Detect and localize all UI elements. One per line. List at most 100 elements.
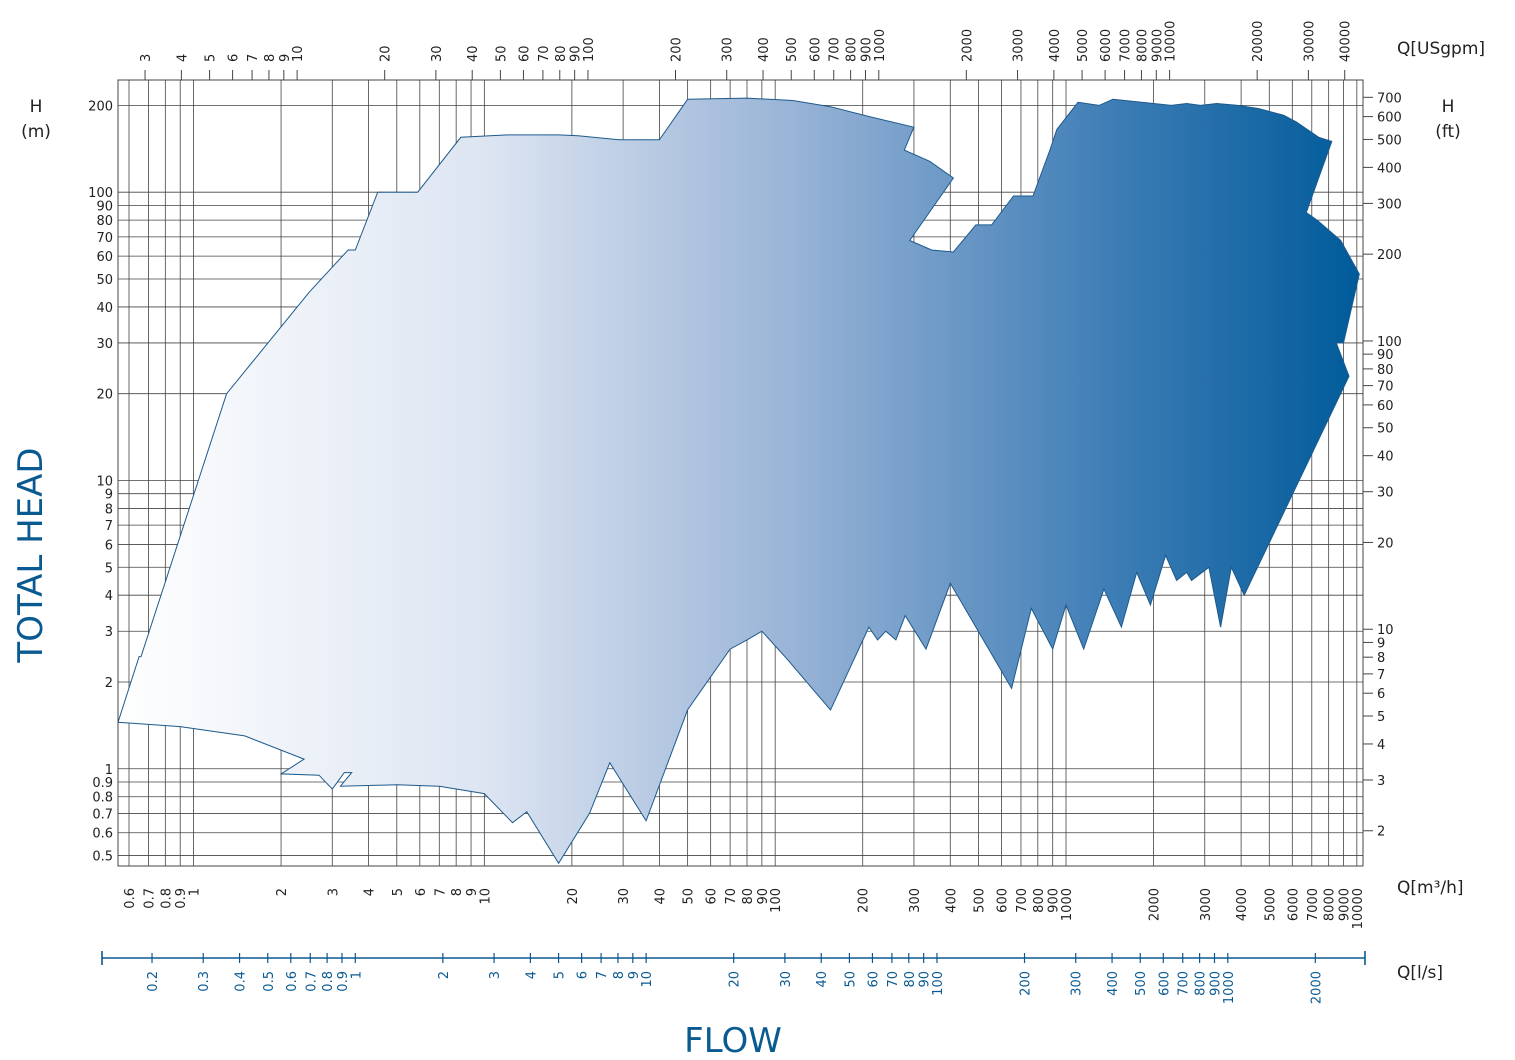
tick-label-m3h-50: 50 [682, 888, 697, 905]
tick-label-usgpm-50: 50 [494, 45, 509, 62]
tick-label-m3h-9000: 9000 [1338, 888, 1353, 921]
tick-label-m3h-9: 9 [465, 888, 480, 896]
tick-label-ls-60: 60 [866, 971, 881, 988]
tick-label-m-100: 100 [88, 186, 113, 201]
tick-label-usgpm-5000: 5000 [1076, 29, 1091, 62]
tick-label-usgpm-1000: 1000 [873, 29, 888, 62]
tick-label-ls-0-5: 0.5 [262, 971, 277, 992]
tick-label-m3h-800: 800 [1032, 888, 1047, 913]
tick-label-m3h-10: 10 [478, 888, 493, 905]
tick-label-m3h-400: 400 [944, 888, 959, 913]
tick-label-m3h-0-9: 0.9 [174, 888, 189, 909]
tick-label-usgpm-60: 60 [517, 45, 532, 62]
tick-label-usgpm-30: 30 [430, 45, 445, 62]
tick-label-m3h-200: 200 [857, 888, 872, 913]
tick-label-ft-70: 70 [1377, 380, 1394, 395]
tick-label-m3h-300: 300 [908, 888, 923, 913]
tick-label-usgpm-10000: 10000 [1164, 21, 1179, 62]
tick-label-ft-700: 700 [1377, 91, 1402, 106]
tick-label-m3h-100: 100 [769, 888, 784, 913]
axis-tick-labels: 0.6 0.7 0.8 0.91 2 3 4 5 6 7 8 910 20 30 40 50 60 70 80 901… [88, 21, 1402, 1004]
tick-label-usgpm-200: 200 [670, 37, 685, 62]
plot-frame [117, 79, 1364, 867]
tick-label-ls-400: 400 [1106, 971, 1121, 996]
tick-label-m-0-6: 0.6 [92, 827, 113, 842]
tick-label-m3h-80: 80 [741, 888, 756, 905]
tick-label-ls-70: 70 [886, 971, 901, 988]
right-unit-label: (ft) [1435, 122, 1461, 142]
tick-label-m3h-2: 2 [275, 888, 290, 896]
tick-label-m3h-600: 600 [995, 888, 1010, 913]
tick-label-usgpm-6: 6 [227, 54, 242, 62]
ls-axis-label: Q[l/s] [1397, 963, 1443, 983]
tick-label-m3h-0-6: 0.6 [123, 888, 138, 909]
tick-label-m3h-900: 900 [1047, 888, 1062, 913]
tick-label-m3h-1000: 1000 [1060, 888, 1075, 921]
tick-label-ls-2: 2 [437, 971, 452, 979]
tick-label-m3h-4: 4 [363, 888, 378, 896]
tick-label-m3h-3000: 3000 [1199, 888, 1214, 921]
tick-label-ft-50: 50 [1377, 422, 1394, 437]
tick-label-m3h-4000: 4000 [1235, 888, 1250, 921]
tick-label-usgpm-70: 70 [537, 45, 552, 62]
tick-label-m3h-1: 1 [188, 888, 203, 896]
tick-label-ft-5: 5 [1377, 710, 1385, 725]
tick-label-m-90: 90 [96, 199, 113, 214]
tick-label-m-4: 4 [105, 589, 113, 604]
m3h-axis-label: Q[m³/h] [1397, 878, 1464, 898]
tick-label-usgpm-9: 9 [278, 54, 293, 62]
tick-label-m3h-2000: 2000 [1148, 888, 1163, 921]
tick-label-m-0-7: 0.7 [92, 807, 113, 822]
tick-label-ls-0-8: 0.8 [321, 971, 336, 992]
tick-label-m3h-500: 500 [972, 888, 987, 913]
tick-label-ft-7: 7 [1377, 668, 1385, 683]
tick-label-ft-20: 20 [1377, 536, 1394, 551]
tick-label-m3h-0-7: 0.7 [142, 888, 157, 909]
tick-label-ft-90: 90 [1377, 348, 1394, 363]
tick-label-ft-3: 3 [1377, 774, 1385, 789]
tick-label-usgpm-600: 600 [808, 37, 823, 62]
tick-label-usgpm-20: 20 [379, 45, 394, 62]
tick-label-ls-0-4: 0.4 [234, 971, 249, 992]
tick-label-usgpm-5: 5 [204, 54, 219, 62]
tick-label-ls-100: 100 [931, 971, 946, 996]
tick-label-ls-20: 20 [728, 971, 743, 988]
right-h-label: H [1442, 97, 1455, 117]
tick-label-ls-700: 700 [1177, 971, 1192, 996]
left-unit-label: (m) [21, 122, 51, 142]
tick-label-usgpm-30000: 30000 [1302, 21, 1317, 62]
tick-label-ft-300: 300 [1377, 197, 1402, 212]
tick-label-usgpm-7000: 7000 [1119, 29, 1134, 62]
tick-label-usgpm-9000: 9000 [1150, 29, 1165, 62]
tick-label-m-200: 200 [88, 99, 113, 114]
tick-label-m3h-7: 7 [433, 888, 448, 896]
axis-ticks [101, 70, 1373, 965]
tick-label-m3h-5: 5 [391, 888, 406, 896]
tick-label-m3h-700: 700 [1015, 888, 1030, 913]
tick-label-ls-2000: 2000 [1309, 971, 1324, 1004]
tick-label-ft-10: 10 [1377, 623, 1394, 638]
tick-label-m-50: 50 [96, 273, 113, 288]
tick-label-m3h-6: 6 [414, 888, 429, 896]
tick-label-usgpm-3000: 3000 [1012, 29, 1027, 62]
tick-label-usgpm-300: 300 [721, 37, 736, 62]
tick-label-m3h-10000: 10000 [1351, 888, 1366, 929]
tick-label-usgpm-8000: 8000 [1135, 29, 1150, 62]
tick-label-ls-0-7: 0.7 [304, 971, 319, 992]
tick-label-usgpm-6000: 6000 [1099, 29, 1114, 62]
tick-label-ft-200: 200 [1377, 248, 1402, 263]
tick-label-m-9: 9 [105, 488, 113, 503]
tick-label-m3h-8: 8 [450, 888, 465, 896]
tick-label-usgpm-10: 10 [291, 45, 306, 62]
tick-label-ls-200: 200 [1019, 971, 1034, 996]
tick-label-ls-500: 500 [1134, 971, 1149, 996]
tick-label-ls-80: 80 [903, 971, 918, 988]
tick-label-ft-500: 500 [1377, 133, 1402, 148]
tick-label-ls-1000: 1000 [1222, 971, 1237, 1004]
tick-label-ls-8: 8 [612, 971, 627, 979]
tick-label-ls-10: 10 [640, 971, 655, 988]
tick-label-ls-5: 5 [553, 971, 568, 979]
tick-label-ls-50: 50 [843, 971, 858, 988]
tick-label-usgpm-400: 400 [757, 37, 772, 62]
